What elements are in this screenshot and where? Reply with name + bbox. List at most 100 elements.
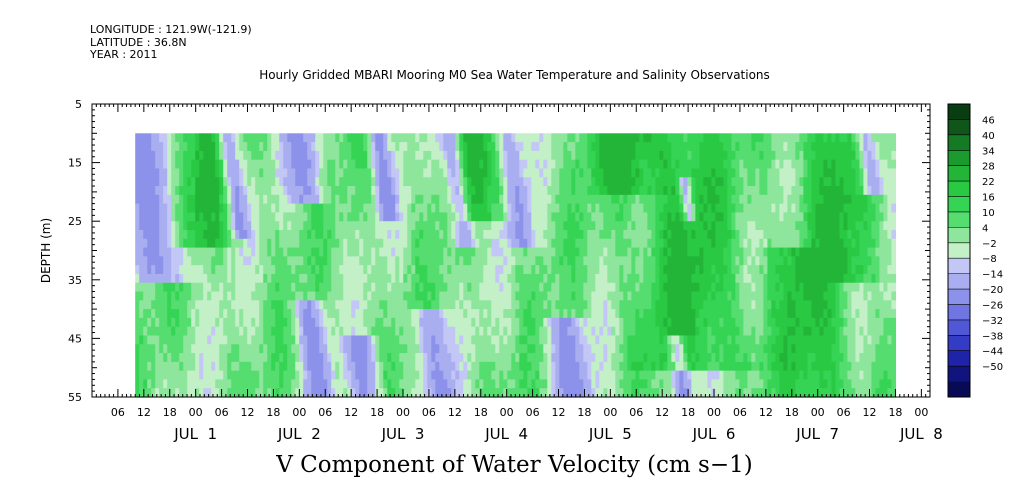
- heatmap-cell: [251, 353, 256, 363]
- heatmap-cell: [179, 282, 184, 293]
- heatmap-cell: [563, 212, 568, 222]
- heatmap-cell: [471, 238, 476, 249]
- heatmap-cell: [679, 238, 684, 249]
- heatmap-cell: [627, 212, 632, 222]
- heatmap-cell: [375, 229, 380, 240]
- heatmap-cell: [575, 177, 580, 187]
- heatmap-cell: [603, 265, 608, 275]
- heatmap-cell: [555, 150, 560, 161]
- heatmap-cell: [519, 177, 524, 187]
- heatmap-cell: [239, 177, 244, 187]
- heatmap-cell: [247, 317, 252, 328]
- heatmap-cell: [423, 282, 428, 293]
- heatmap-cell: [259, 247, 264, 257]
- heatmap-cell: [291, 300, 296, 310]
- heatmap-cell: [143, 177, 148, 187]
- heatmap-cell: [395, 300, 400, 310]
- heatmap-cell: [255, 361, 260, 372]
- heatmap-cell: [443, 317, 448, 328]
- heatmap-cell: [563, 150, 568, 161]
- heatmap-cell: [735, 309, 740, 319]
- heatmap-cell: [539, 317, 544, 328]
- heatmap-cell: [147, 309, 152, 319]
- heatmap-cell: [591, 291, 596, 301]
- heatmap-cell: [203, 186, 208, 196]
- heatmap-cell: [527, 212, 532, 222]
- heatmap-cell: [283, 247, 288, 257]
- heatmap-cell: [139, 168, 144, 178]
- heatmap-cell: [267, 273, 272, 284]
- heatmap-cell: [439, 326, 444, 337]
- heatmap-cell: [271, 309, 276, 319]
- heatmap-cell: [555, 291, 560, 301]
- heatmap-cell: [555, 238, 560, 249]
- heatmap-cell: [643, 326, 648, 337]
- heatmap-cell: [635, 335, 640, 345]
- heatmap-cell: [139, 150, 144, 161]
- heatmap-cell: [783, 361, 789, 372]
- heatmap-cell: [491, 221, 496, 231]
- heatmap-cell: [183, 177, 188, 187]
- heatmap-cell: [383, 326, 388, 337]
- heatmap-cell: [583, 379, 588, 389]
- heatmap-cell: [363, 186, 368, 196]
- heatmap-cell: [731, 300, 736, 310]
- heatmap-cell: [199, 388, 204, 398]
- heatmap-cell: [699, 186, 704, 196]
- heatmap-cell: [675, 353, 680, 363]
- heatmap-cell: [675, 212, 680, 222]
- heatmap-cell: [779, 177, 785, 187]
- heatmap-cell: [403, 150, 408, 161]
- heatmap-cell: [559, 388, 564, 398]
- heatmap-cell: [491, 186, 496, 196]
- heatmap-cell: [319, 194, 324, 205]
- heatmap-cell: [527, 194, 532, 205]
- heatmap-cell: [739, 317, 744, 328]
- heatmap-cell: [219, 361, 224, 372]
- heatmap-cell: [495, 238, 500, 249]
- heatmap-cell: [443, 256, 448, 266]
- heatmap-cell: [639, 238, 644, 249]
- heatmap-cell: [191, 168, 196, 178]
- heatmap-cell: [451, 353, 456, 363]
- heatmap-cell: [211, 212, 216, 222]
- heatmap-cell: [775, 344, 780, 354]
- heatmap-cell: [515, 370, 520, 381]
- heatmap-cell: [439, 300, 444, 310]
- heatmap-cell: [767, 194, 772, 205]
- heatmap-cell: [343, 212, 348, 222]
- heatmap-cell: [251, 150, 256, 161]
- heatmap-cell: [435, 256, 440, 266]
- heatmap-cell: [495, 133, 500, 143]
- heatmap-cell: [735, 353, 740, 363]
- heatmap-cell: [391, 309, 396, 319]
- heatmap-cell: [475, 247, 480, 257]
- heatmap-cell: [523, 379, 528, 389]
- heatmap-cell: [411, 186, 416, 196]
- heatmap-cell: [655, 229, 660, 240]
- heatmap-cell: [475, 344, 480, 354]
- heatmap-cell: [627, 229, 632, 240]
- heatmap-cell: [383, 379, 388, 389]
- heatmap-cell: [503, 133, 508, 143]
- heatmap-cell: [683, 238, 688, 249]
- heatmap-cell: [279, 168, 284, 178]
- heatmap-cell: [555, 212, 560, 222]
- heatmap-cell: [195, 282, 200, 293]
- heatmap-cell: [455, 326, 460, 337]
- heatmap-cell: [151, 388, 156, 398]
- heatmap-cell: [759, 388, 764, 398]
- heatmap-cell: [455, 353, 460, 363]
- heatmap-cell: [219, 309, 224, 319]
- heatmap-cell: [507, 370, 512, 381]
- heatmap-cell: [143, 379, 148, 389]
- heatmap-cell: [523, 159, 528, 170]
- heatmap-cell: [719, 265, 724, 275]
- heatmap-cell: [535, 353, 540, 363]
- heatmap-cell: [667, 265, 672, 275]
- heatmap-cell: [499, 265, 504, 275]
- heatmap-cell: [767, 335, 772, 345]
- heatmap-cell: [535, 168, 540, 178]
- heatmap-cell: [379, 361, 384, 372]
- heatmap-cell: [663, 133, 668, 143]
